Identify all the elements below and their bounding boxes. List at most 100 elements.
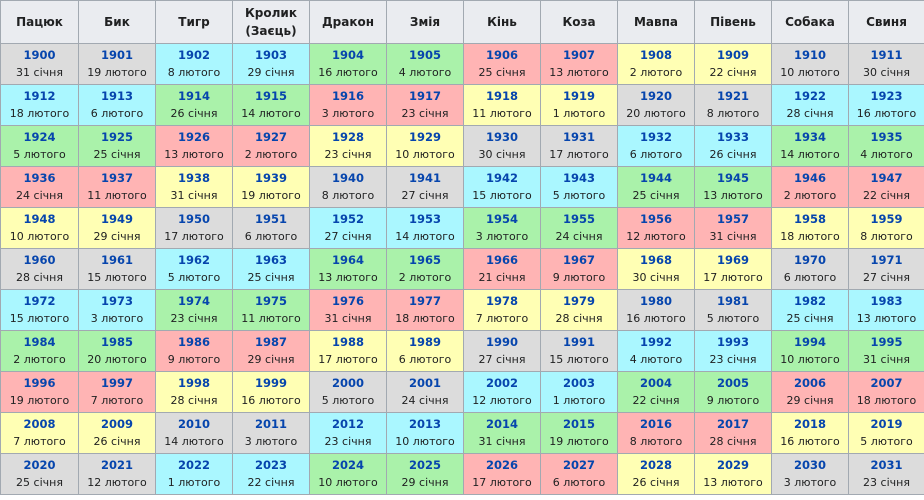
year-link[interactable]: 1900 [23,48,56,62]
year-link[interactable]: 1949 [100,212,133,226]
year-link[interactable]: 2013 [408,417,441,431]
year-link[interactable]: 2015 [562,417,595,431]
year-link[interactable]: 1922 [793,89,826,103]
year-link[interactable]: 1943 [562,171,595,185]
year-link[interactable]: 1924 [23,130,56,144]
year-link[interactable]: 1934 [793,130,826,144]
year-link[interactable]: 2027 [562,458,595,472]
year-link[interactable]: 1972 [23,294,56,308]
year-link[interactable]: 1921 [716,89,749,103]
year-link[interactable]: 2022 [177,458,210,472]
year-link[interactable]: 1992 [639,335,672,349]
year-link[interactable]: 1973 [100,294,133,308]
year-link[interactable]: 1987 [254,335,287,349]
year-link[interactable]: 1913 [100,89,133,103]
year-link[interactable]: 1929 [408,130,441,144]
year-link[interactable]: 2000 [331,376,364,390]
year-link[interactable]: 1955 [562,212,595,226]
year-link[interactable]: 1953 [408,212,441,226]
year-link[interactable]: 1993 [716,335,749,349]
year-link[interactable]: 1926 [177,130,210,144]
year-link[interactable]: 1981 [716,294,749,308]
year-link[interactable]: 1965 [408,253,441,267]
year-link[interactable]: 1976 [331,294,364,308]
year-link[interactable]: 2007 [870,376,903,390]
year-link[interactable]: 1938 [177,171,210,185]
year-link[interactable]: 2029 [716,458,749,472]
year-link[interactable]: 2024 [331,458,364,472]
year-link[interactable]: 2023 [254,458,287,472]
year-link[interactable]: 1998 [177,376,210,390]
year-link[interactable]: 2030 [793,458,826,472]
year-link[interactable]: 1951 [254,212,287,226]
year-link[interactable]: 1956 [639,212,672,226]
year-link[interactable]: 1980 [639,294,672,308]
year-link[interactable]: 1906 [485,48,518,62]
year-link[interactable]: 1991 [562,335,595,349]
year-link[interactable]: 1988 [331,335,364,349]
year-link[interactable]: 2003 [562,376,595,390]
year-link[interactable]: 1990 [485,335,518,349]
year-link[interactable]: 1939 [254,171,287,185]
year-link[interactable]: 1967 [562,253,595,267]
year-link[interactable]: 1958 [793,212,826,226]
year-link[interactable]: 1962 [177,253,210,267]
year-link[interactable]: 1933 [716,130,749,144]
year-link[interactable]: 2011 [254,417,287,431]
year-link[interactable]: 1903 [254,48,287,62]
year-link[interactable]: 1970 [793,253,826,267]
year-link[interactable]: 1919 [562,89,595,103]
year-link[interactable]: 1963 [254,253,287,267]
year-link[interactable]: 1971 [870,253,903,267]
year-link[interactable]: 1984 [23,335,56,349]
year-link[interactable]: 2021 [100,458,133,472]
year-link[interactable]: 1928 [331,130,364,144]
year-link[interactable]: 2005 [716,376,749,390]
year-link[interactable]: 1986 [177,335,210,349]
year-link[interactable]: 1960 [23,253,56,267]
year-link[interactable]: 1946 [793,171,826,185]
year-link[interactable]: 1917 [408,89,441,103]
year-link[interactable]: 1995 [870,335,903,349]
year-link[interactable]: 1999 [254,376,287,390]
year-link[interactable]: 1968 [639,253,672,267]
year-link[interactable]: 2020 [23,458,56,472]
year-link[interactable]: 1945 [716,171,749,185]
year-link[interactable]: 2009 [100,417,133,431]
year-link[interactable]: 1961 [100,253,133,267]
year-link[interactable]: 1983 [870,294,903,308]
year-link[interactable]: 1966 [485,253,518,267]
year-link[interactable]: 1979 [562,294,595,308]
year-link[interactable]: 1952 [331,212,364,226]
year-link[interactable]: 1920 [639,89,672,103]
year-link[interactable]: 1911 [870,48,903,62]
year-link[interactable]: 1915 [254,89,287,103]
year-link[interactable]: 1925 [100,130,133,144]
year-link[interactable]: 2031 [870,458,903,472]
year-link[interactable]: 1989 [408,335,441,349]
year-link[interactable]: 1923 [870,89,903,103]
year-link[interactable]: 1994 [793,335,826,349]
year-link[interactable]: 2016 [639,417,672,431]
year-link[interactable]: 2014 [485,417,518,431]
year-link[interactable]: 2010 [177,417,210,431]
year-link[interactable]: 1974 [177,294,210,308]
year-link[interactable]: 1942 [485,171,518,185]
year-link[interactable]: 2012 [331,417,364,431]
year-link[interactable]: 2001 [408,376,441,390]
year-link[interactable]: 1908 [639,48,672,62]
year-link[interactable]: 1969 [716,253,749,267]
year-link[interactable]: 1996 [23,376,56,390]
year-link[interactable]: 2028 [639,458,672,472]
year-link[interactable]: 1944 [639,171,672,185]
year-link[interactable]: 1914 [177,89,210,103]
year-link[interactable]: 1941 [408,171,441,185]
year-link[interactable]: 2017 [716,417,749,431]
year-link[interactable]: 1978 [485,294,518,308]
year-link[interactable]: 1932 [639,130,672,144]
year-link[interactable]: 1959 [870,212,903,226]
year-link[interactable]: 2008 [23,417,56,431]
year-link[interactable]: 1957 [716,212,749,226]
year-link[interactable]: 1935 [870,130,903,144]
year-link[interactable]: 1977 [408,294,441,308]
